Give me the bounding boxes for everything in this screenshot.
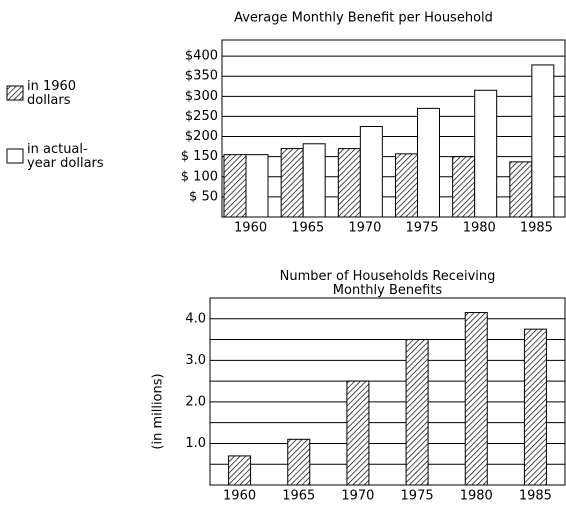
y-tick-label: $350 <box>185 69 218 84</box>
y-tick-label: $200 <box>185 129 218 144</box>
bar <box>287 438 311 486</box>
y-tick-label: $300 <box>185 89 218 104</box>
plot-frame <box>221 39 566 218</box>
bar <box>452 156 476 218</box>
y-tick-label: 4.0 <box>185 311 206 326</box>
y-tick-label: 3.0 <box>185 353 206 368</box>
bar <box>509 161 533 218</box>
y-tick-label: $ 100 <box>181 169 218 184</box>
y-tick-label: 2.0 <box>185 394 206 409</box>
bar <box>302 143 326 218</box>
chart-title: Average Monthly Benefit per Household <box>234 11 493 26</box>
bar <box>245 154 269 218</box>
bar <box>228 455 252 486</box>
y-tick-label: $400 <box>185 49 218 64</box>
plot-frame <box>209 297 566 486</box>
x-tick-label: 1980 <box>463 221 496 236</box>
x-tick-label: 1975 <box>406 221 439 236</box>
x-tick-label: 1985 <box>519 489 552 504</box>
x-tick-label: 1980 <box>460 489 493 504</box>
bar <box>523 328 547 486</box>
bar <box>405 339 429 486</box>
bar <box>280 148 304 218</box>
legend-swatch <box>6 85 24 101</box>
bar <box>531 64 555 218</box>
x-tick-label: 1960 <box>223 489 256 504</box>
legend-swatch <box>6 148 24 164</box>
x-tick-label: 1985 <box>520 221 553 236</box>
bar <box>337 148 361 218</box>
x-tick-label: 1965 <box>282 489 315 504</box>
bar <box>474 89 498 218</box>
bar <box>464 312 488 486</box>
bar <box>359 125 383 218</box>
bar <box>223 154 247 218</box>
y-tick-label: $250 <box>185 109 218 124</box>
y-tick-label: $ 150 <box>181 149 218 164</box>
bar <box>417 107 440 218</box>
bar <box>346 380 370 486</box>
x-tick-label: 1960 <box>234 221 267 236</box>
y-axis-label: (in millions) <box>151 373 166 449</box>
legend-label: in 1960 dollars <box>27 79 77 108</box>
y-tick-label: $ 50 <box>189 189 218 204</box>
x-tick-label: 1970 <box>348 221 381 236</box>
x-tick-label: 1970 <box>341 489 374 504</box>
chart-title: Number of Households Receiving Monthly B… <box>279 269 496 298</box>
x-tick-label: 1965 <box>291 221 324 236</box>
x-tick-label: 1975 <box>401 489 434 504</box>
bar <box>395 153 418 218</box>
y-tick-label: 1.0 <box>185 436 206 451</box>
legend-label: in actual-year dollars <box>27 142 104 171</box>
